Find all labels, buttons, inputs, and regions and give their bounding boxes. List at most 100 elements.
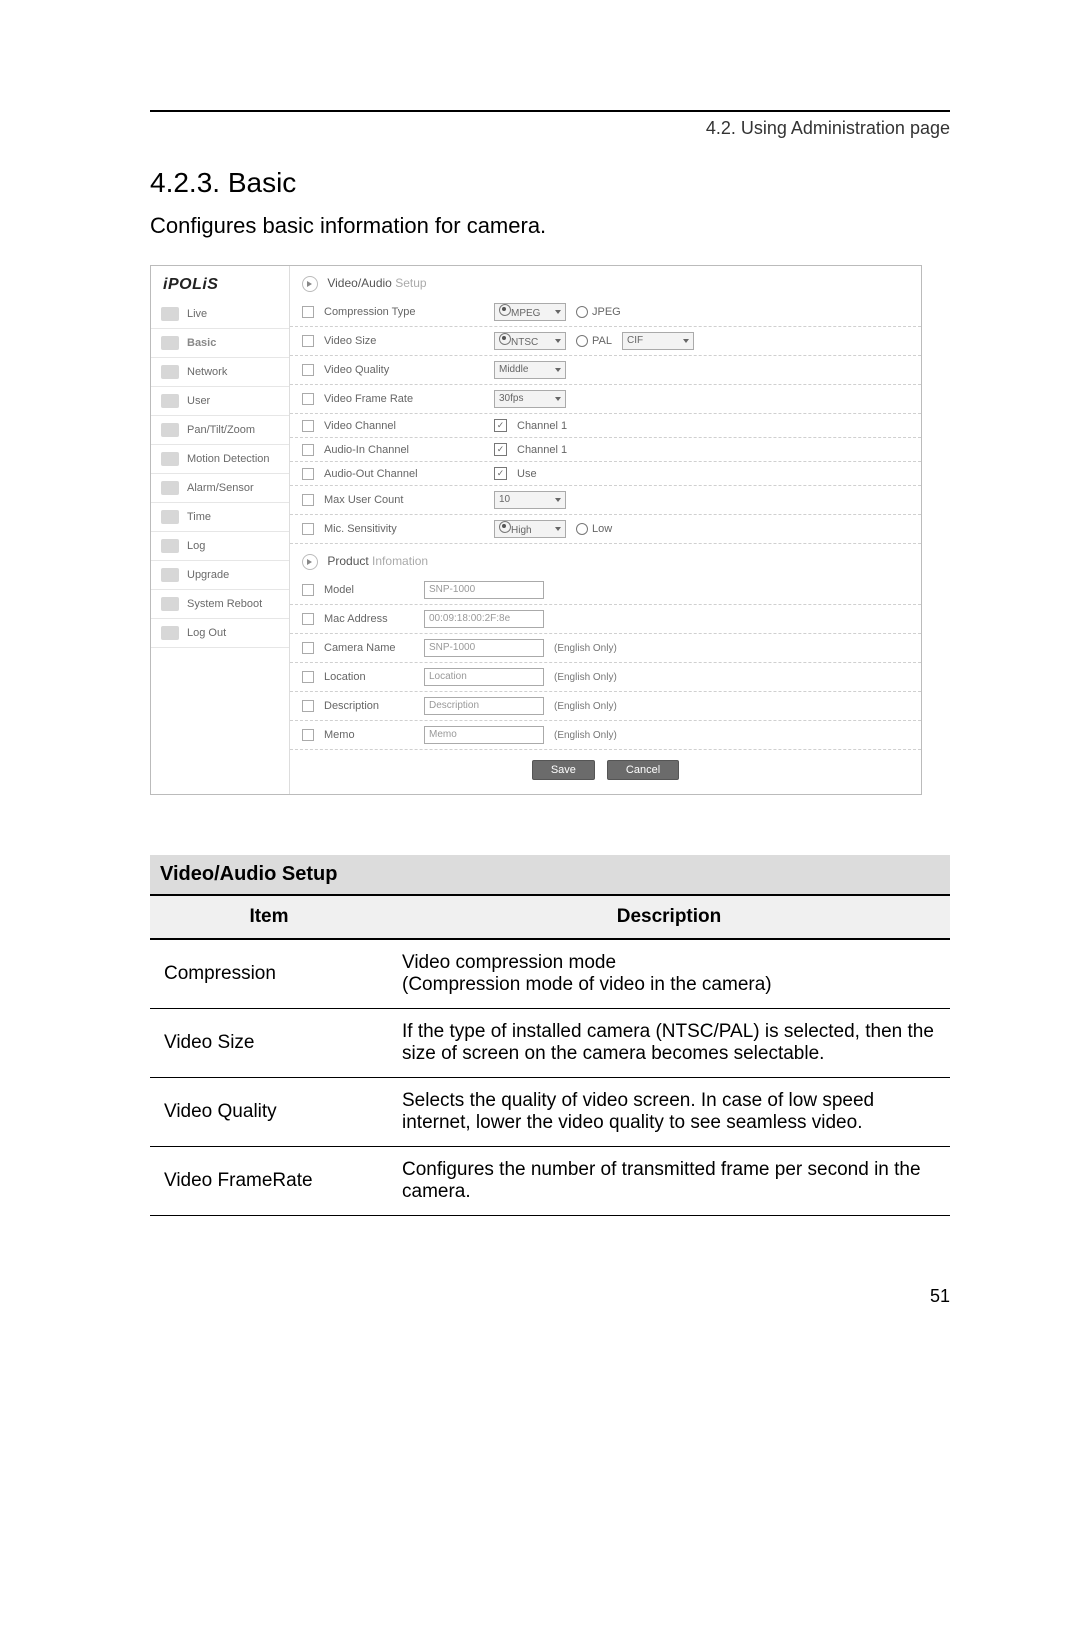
nav-icon	[161, 568, 179, 582]
radio-ntsc[interactable]: NTSC	[494, 332, 566, 350]
row-camera-name: Camera Name SNP-1000 (English Only)	[290, 634, 921, 663]
input-camera-name[interactable]: SNP-1000	[424, 639, 544, 657]
sidebar-item-log-out[interactable]: Log Out	[151, 619, 289, 648]
row-video-quality: Video Quality Middle	[290, 356, 921, 385]
row-compression: Compression Type MPEG JPEG	[290, 298, 921, 327]
radio-mpeg[interactable]: MPEG	[494, 303, 566, 321]
radio-jpeg[interactable]: JPEG	[576, 306, 621, 318]
section-subtitle: Configures basic information for camera.	[150, 213, 950, 239]
sidebar-item-alarm-sensor[interactable]: Alarm/Sensor	[151, 474, 289, 503]
input-memo[interactable]: Memo	[424, 726, 544, 744]
checkbox-audio-in[interactable]: ✓	[494, 443, 507, 456]
cell-desc: Selects the quality of video screen. In …	[388, 1078, 950, 1147]
input-description[interactable]: Description	[424, 697, 544, 715]
select-video-size[interactable]: CIF	[622, 332, 694, 350]
nav-icon	[161, 365, 179, 379]
save-button[interactable]: Save	[532, 760, 595, 780]
panel-title-strong: Video/Audio	[327, 276, 392, 290]
row-max-user: Max User Count 10	[290, 486, 921, 515]
row-model: Model SNP-1000	[290, 576, 921, 605]
nav-label: Upgrade	[187, 569, 229, 581]
radio-pal[interactable]: PAL	[576, 335, 612, 347]
page-number: 51	[150, 1286, 950, 1307]
nav-icon	[161, 481, 179, 495]
arrow-icon	[302, 276, 318, 292]
table-row: Video FrameRateConfigures the number of …	[150, 1147, 950, 1216]
brand-logo: iPOLiS	[151, 266, 289, 300]
nav-icon	[161, 510, 179, 524]
row-audio-in: Audio-In Channel ✓Channel 1	[290, 438, 921, 462]
nav-icon	[161, 626, 179, 640]
row-mac: Mac Address 00:09:18:00:2F:8e	[290, 605, 921, 634]
arrow-icon	[302, 554, 318, 570]
nav-label: User	[187, 395, 210, 407]
sidebar-item-pan-tilt-zoom[interactable]: Pan/Tilt/Zoom	[151, 416, 289, 445]
nav-label: Pan/Tilt/Zoom	[187, 424, 255, 436]
panel2-title-strong: Product	[327, 554, 368, 568]
cell-item: Video FrameRate	[150, 1147, 388, 1216]
row-video-size: Video Size NTSC PAL CIF	[290, 327, 921, 356]
nav-icon	[161, 336, 179, 350]
select-video-quality[interactable]: Middle	[494, 361, 566, 379]
row-memo: Memo Memo (English Only)	[290, 721, 921, 750]
header-crumb: 4.2. Using Administration page	[150, 118, 950, 139]
sidebar-item-live[interactable]: Live	[151, 300, 289, 329]
nav-label: Log Out	[187, 627, 226, 639]
panel-title-muted: Setup	[395, 276, 426, 290]
nav-label: Basic	[187, 337, 216, 349]
select-max-user[interactable]: 10	[494, 491, 566, 509]
nav-label: System Reboot	[187, 598, 262, 610]
sidebar-item-user[interactable]: User	[151, 387, 289, 416]
panel2-title-muted: Infomation	[372, 554, 428, 568]
row-audio-out: Audio-Out Channel ✓Use	[290, 462, 921, 486]
nav-label: Live	[187, 308, 207, 320]
nav-label: Motion Detection	[187, 453, 270, 465]
row-frame-rate: Video Frame Rate 30fps	[290, 385, 921, 414]
input-mac: 00:09:18:00:2F:8e	[424, 610, 544, 628]
table-row: Video QualitySelects the quality of vide…	[150, 1078, 950, 1147]
sidebar-item-basic[interactable]: Basic	[151, 329, 289, 358]
cell-item: Video Quality	[150, 1078, 388, 1147]
nav-label: Alarm/Sensor	[187, 482, 254, 494]
sidebar: iPOLiS Live Basic Network User Pan/Tilt/Zoom…	[151, 266, 290, 794]
admin-screenshot: iPOLiS Live Basic Network User Pan/Tilt/Zoom…	[150, 265, 922, 795]
cancel-button[interactable]: Cancel	[607, 760, 679, 780]
doc-block-title: Video/Audio Setup	[150, 855, 950, 896]
table-row: CompressionVideo compression mode(Compre…	[150, 939, 950, 1009]
input-location[interactable]: Location	[424, 668, 544, 686]
nav-label: Time	[187, 511, 211, 523]
th-item: Item	[150, 896, 388, 939]
row-location: Location Location (English Only)	[290, 663, 921, 692]
nav-icon	[161, 307, 179, 321]
nav-icon	[161, 539, 179, 553]
panel-video-audio-title: Video/Audio Setup	[290, 266, 921, 298]
sidebar-item-upgrade[interactable]: Upgrade	[151, 561, 289, 590]
radio-mic-high[interactable]: High	[494, 520, 566, 538]
row-video-channel: Video Channel ✓Channel 1	[290, 414, 921, 438]
nav-icon	[161, 452, 179, 466]
panel-product-info-title: Product Infomation	[290, 544, 921, 576]
section-title: 4.2.3. Basic	[150, 167, 950, 199]
cell-desc: Configures the number of transmitted fra…	[388, 1147, 950, 1216]
row-mic-sens: Mic. Sensitivity High Low	[290, 515, 921, 544]
nav-label: Network	[187, 366, 227, 378]
nav-icon	[161, 597, 179, 611]
row-description: Description Description (English Only)	[290, 692, 921, 721]
cell-item: Compression	[150, 939, 388, 1009]
sidebar-item-motion-detection[interactable]: Motion Detection	[151, 445, 289, 474]
nav-icon	[161, 423, 179, 437]
radio-mic-low[interactable]: Low	[576, 523, 612, 535]
checkbox-audio-out[interactable]: ✓	[494, 467, 507, 480]
cell-desc: If the type of installed camera (NTSC/PA…	[388, 1009, 950, 1078]
th-desc: Description	[388, 896, 950, 939]
sidebar-item-log[interactable]: Log	[151, 532, 289, 561]
nav-icon	[161, 394, 179, 408]
cell-item: Video Size	[150, 1009, 388, 1078]
input-model: SNP-1000	[424, 581, 544, 599]
sidebar-item-time[interactable]: Time	[151, 503, 289, 532]
sidebar-item-network[interactable]: Network	[151, 358, 289, 387]
checkbox-video-channel[interactable]: ✓	[494, 419, 507, 432]
sidebar-item-system-reboot[interactable]: System Reboot	[151, 590, 289, 619]
select-frame-rate[interactable]: 30fps	[494, 390, 566, 408]
nav-label: Log	[187, 540, 205, 552]
